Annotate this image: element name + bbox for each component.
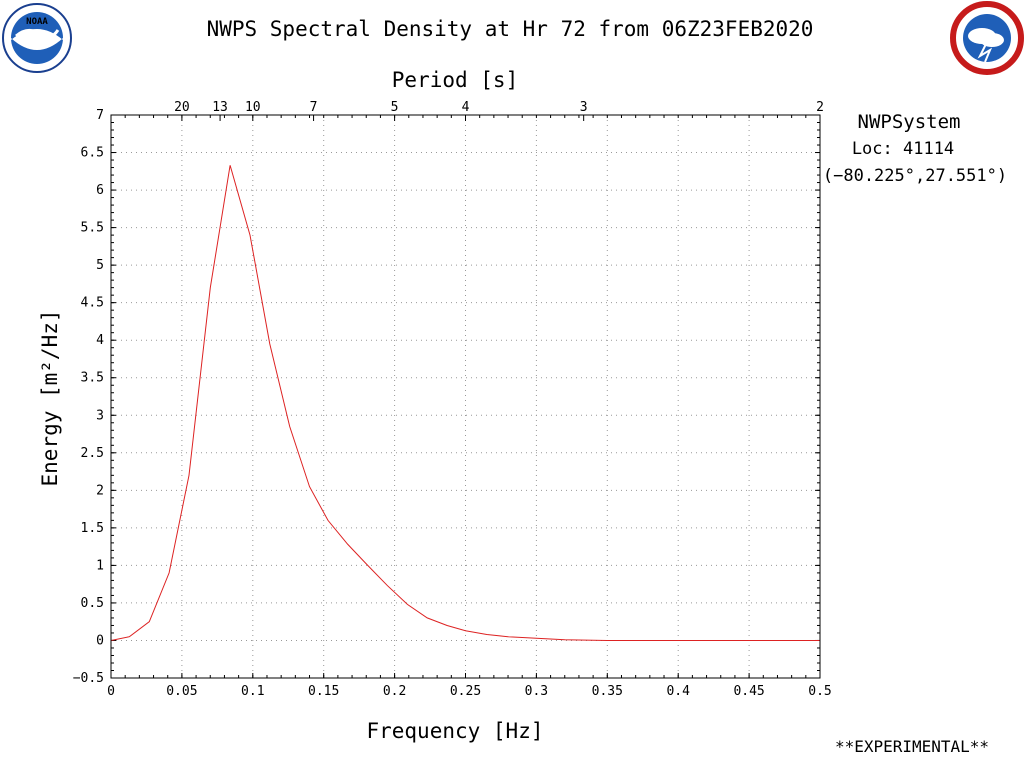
top-axis-title: Period [s] xyxy=(392,68,518,92)
chart-title: NWPS Spectral Density at Hr 72 from 06Z2… xyxy=(207,17,814,41)
y-tick-label: 4.5 xyxy=(81,296,104,311)
x-axis-title: Frequency [Hz] xyxy=(366,719,543,743)
x-tick-label: 0.35 xyxy=(592,684,623,699)
y-tick-label: 3.5 xyxy=(81,371,104,386)
x-tick-label: 0.5 xyxy=(808,684,831,699)
series-layer xyxy=(110,165,820,641)
y-tick-label: 5.5 xyxy=(81,221,104,236)
location-id: Loc: 41114 xyxy=(852,139,954,159)
x-tick-label: 0.3 xyxy=(525,684,548,699)
y-tick-label: −0.5 xyxy=(73,671,104,686)
period-tick-label: 5 xyxy=(391,100,399,115)
y-tick-label: 4 xyxy=(96,333,104,348)
y-tick-label: 3 xyxy=(96,408,104,423)
experimental-footer: **EXPERIMENTAL** xyxy=(835,737,989,756)
y-tick-label: 1.5 xyxy=(81,521,104,536)
y-tick-label: 2.5 xyxy=(81,446,104,461)
y-axis-title: Energy [m²/Hz] xyxy=(38,309,62,486)
plot-frame xyxy=(110,114,821,679)
y-tick-label: 6 xyxy=(96,183,104,198)
period-tick-label: 3 xyxy=(580,100,588,115)
x-tick-label: 0.05 xyxy=(166,684,197,699)
x-tick-label: 0.45 xyxy=(733,684,764,699)
period-tick-label: 4 xyxy=(462,100,470,115)
system-name: NWPSystem xyxy=(858,111,961,133)
period-tick-label: 10 xyxy=(245,100,261,115)
x-tick-label: 0 xyxy=(107,684,115,699)
x-tick-label: 0.1 xyxy=(241,684,264,699)
noaa-logo: NOAA xyxy=(2,3,72,73)
y-tick-label: 6.5 xyxy=(81,146,104,161)
period-tick-label: 13 xyxy=(212,100,228,115)
energy-spectrum-line xyxy=(110,165,820,641)
x-tick-label: 0.15 xyxy=(308,684,339,699)
period-tick-label: 20 xyxy=(174,100,190,115)
y-tick-label: 5 xyxy=(96,258,104,273)
y-tick-label: 2 xyxy=(96,483,104,498)
noaa-logo-text: NOAA xyxy=(26,17,48,27)
axis-ticks xyxy=(110,114,821,679)
location-coords: (−80.225°,27.551°) xyxy=(823,166,1007,186)
y-tick-label: 0.5 xyxy=(81,596,104,611)
period-tick-label: 7 xyxy=(310,100,318,115)
tick-labels: 0 0.05 0.1 0.15 0.2 0.25 0.3 0.35 0.4 0.45 0.5 −0.5… xyxy=(73,100,832,699)
x-tick-label: 0.25 xyxy=(450,684,481,699)
nws-logo xyxy=(950,1,1024,75)
period-tick-label: 2 xyxy=(816,100,824,115)
grid xyxy=(111,115,820,678)
x-tick-label: 0.2 xyxy=(383,684,406,699)
y-tick-label: 7 xyxy=(96,108,104,123)
x-tick-label: 0.4 xyxy=(666,684,690,699)
y-tick-label: 1 xyxy=(96,558,104,573)
y-tick-label: 0 xyxy=(96,633,104,648)
